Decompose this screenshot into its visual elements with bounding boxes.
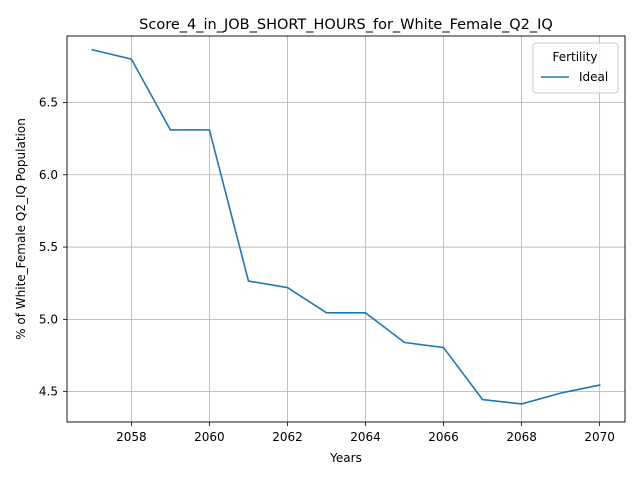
legend-title: Fertility [552,50,597,64]
legend: Fertility Ideal [532,42,619,94]
y-axis-label: % of White_Female Q2_IQ Population [14,118,28,340]
legend-box [532,42,619,94]
y-tick-label: 5.5 [39,240,58,254]
legend-label-ideal: Ideal [579,70,608,84]
grid [67,36,625,422]
y-tick-label: 5.0 [39,312,58,326]
series-line-ideal [91,48,601,405]
y-axis-ticks: 4.5 5.0 5.5 6.0 6.5 [39,96,67,399]
x-tick-label: 2064 [350,430,381,444]
x-tick-label: 2060 [194,430,225,444]
x-tick-label: 2068 [506,430,537,444]
x-axis-ticks: 2058 2060 2062 2064 2066 2068 2070 [116,422,615,444]
y-tick-label: 4.5 [39,385,58,399]
x-tick-label: 2070 [584,430,615,444]
y-tick-label: 6.0 [39,168,58,182]
y-tick-label: 6.5 [39,96,58,110]
plot-area-frame [66,35,626,423]
x-tick-label: 2058 [116,430,147,444]
x-tick-label: 2062 [272,430,303,444]
x-tick-label: 2066 [428,430,459,444]
x-axis-label: Years [329,451,362,465]
chart-title: Score_4_in_JOB_SHORT_HOURS_for_White_Fem… [139,17,553,33]
